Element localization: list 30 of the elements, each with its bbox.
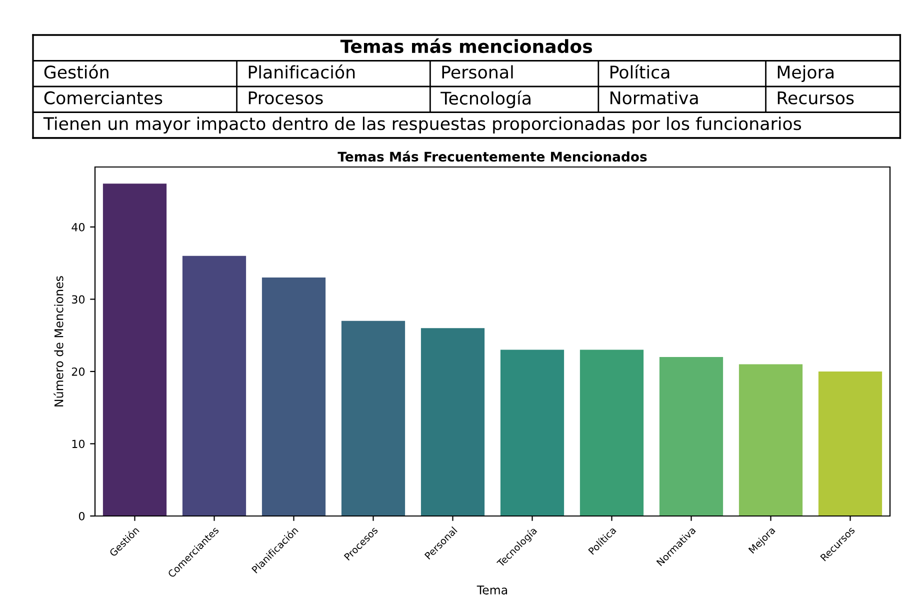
bar xyxy=(420,328,485,516)
text: Temas más mencionados xyxy=(340,38,592,54)
bar xyxy=(182,256,246,516)
text: Procesos xyxy=(248,92,323,104)
y-tick-label: 30 xyxy=(72,295,85,304)
text: Comerciantes xyxy=(44,90,162,104)
bar xyxy=(500,350,564,516)
bar xyxy=(262,278,326,516)
bar xyxy=(341,320,406,516)
y-tick-label: 10 xyxy=(72,440,85,448)
text: Tienen un mayor impacto dentro de las respuestas proporcionadas por los funcionarios xyxy=(43,116,802,134)
text: Planificación xyxy=(248,64,355,79)
y-tick-label: 40 xyxy=(72,222,85,232)
text: Recursos xyxy=(778,92,854,104)
text: Personal xyxy=(442,65,513,79)
bar xyxy=(659,357,724,516)
text: Tecnología xyxy=(440,90,530,108)
text: Gestión xyxy=(44,64,108,79)
text: Normativa xyxy=(610,90,698,104)
text: Política xyxy=(610,64,670,79)
x-axis-title: Tema xyxy=(476,586,508,594)
bar xyxy=(102,184,167,516)
bar xyxy=(818,371,882,516)
y-tick-label: 0 xyxy=(78,512,85,520)
bar xyxy=(738,364,803,516)
chart-title: Temas Más Frecuentemente Mencionados xyxy=(338,150,647,162)
y-tick-label: 20 xyxy=(72,367,85,376)
text: Mejora xyxy=(778,65,834,82)
bar xyxy=(580,350,644,516)
y-axis-title: Número de Menciones xyxy=(54,276,64,406)
